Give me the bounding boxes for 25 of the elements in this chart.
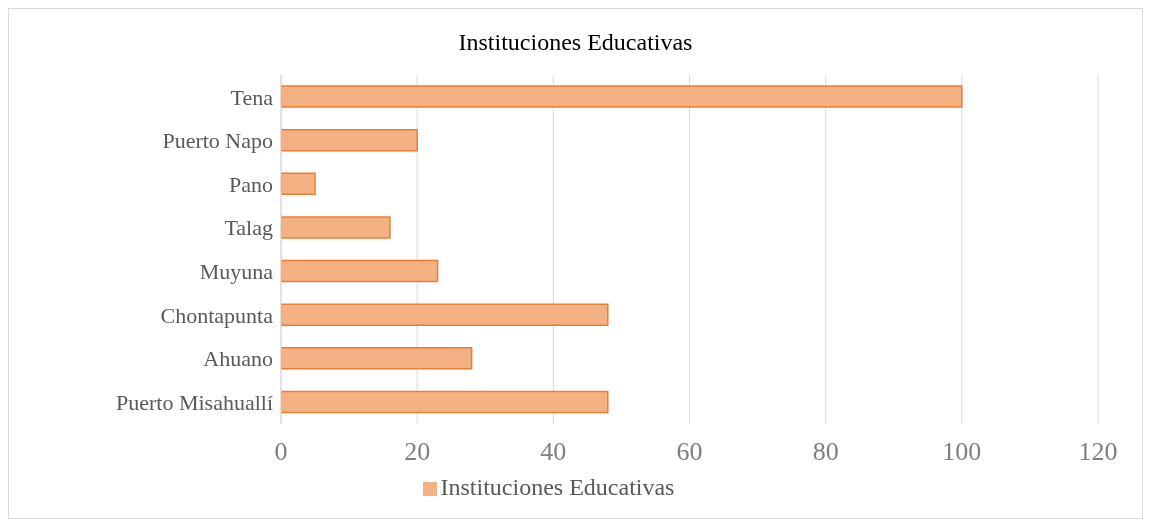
bar — [281, 172, 316, 195]
y-tick-label: Tena — [230, 84, 274, 110]
bar — [281, 85, 963, 108]
chart-title: Instituciones Educativas — [457, 29, 694, 57]
bar — [281, 259, 439, 283]
y-tick-label: Ahuano — [203, 346, 273, 372]
y-tick-label: Puerto Napo — [162, 128, 273, 154]
y-tick-label: Pano — [229, 171, 273, 197]
bar — [281, 303, 609, 326]
bar — [281, 347, 473, 370]
x-tick-label: 20 — [404, 437, 431, 467]
y-tick-label: Puerto Misahuallí — [115, 390, 273, 415]
x-tick-label: 0 — [274, 437, 288, 467]
x-tick-label: 120 — [1078, 437, 1118, 467]
bar — [281, 128, 418, 152]
legend-label: Instituciones Educativas — [440, 474, 675, 500]
x-tick-label: 40 — [540, 437, 567, 467]
bar — [281, 390, 609, 414]
x-tick-label: 100 — [942, 437, 982, 467]
y-tick-label: Talag — [224, 215, 273, 241]
x-tick-label: 80 — [812, 437, 839, 467]
y-tick-label: Chontapunta — [160, 302, 274, 328]
bar — [281, 216, 391, 239]
y-tick-label: Muyuna — [199, 259, 274, 285]
x-tick-label: 60 — [676, 437, 703, 467]
